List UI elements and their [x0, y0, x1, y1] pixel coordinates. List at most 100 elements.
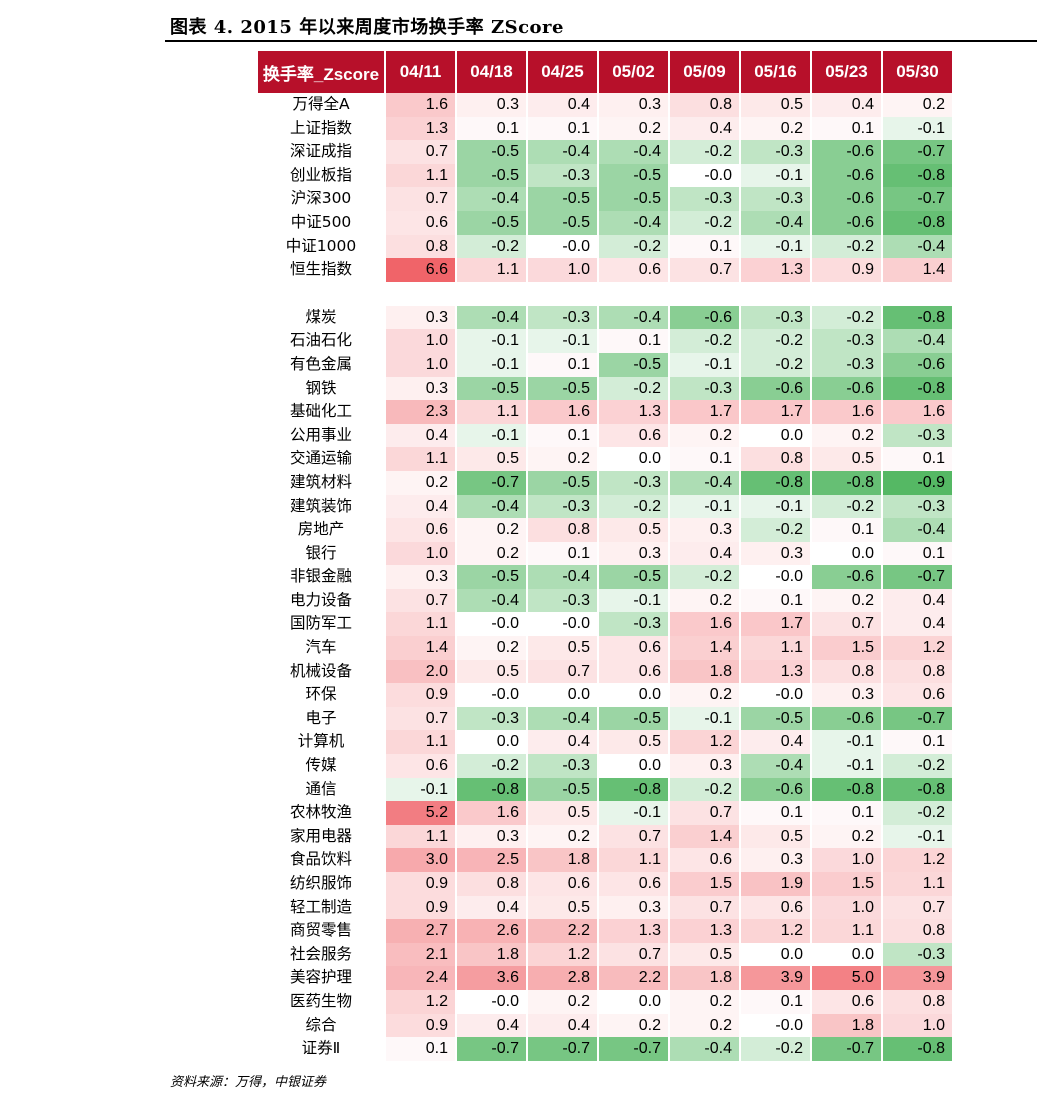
- heat-cell: 0.0: [457, 730, 526, 755]
- table-row: 家用电器 1.1 0.3 0.2 0.7 1.4 0.5 0.2 -0.1: [258, 824, 952, 849]
- heat-cell: 1.4: [670, 824, 739, 849]
- heat-cell: 1.0: [812, 848, 881, 872]
- heat-cell: -0.8: [741, 470, 810, 495]
- heat-cell: -0.2: [741, 1037, 810, 1061]
- row-label: 汽车: [305, 638, 337, 657]
- heat-cell: 1.2: [883, 636, 952, 660]
- heat-cell: 1.3: [599, 919, 668, 943]
- heat-cell: 3.6: [457, 966, 526, 990]
- heat-cell: -0.2: [599, 234, 668, 259]
- heat-cell: 1.2: [386, 989, 455, 1014]
- table-row: 公用事业 0.4 -0.1 0.1 0.6 0.2 0.0 0.2 -0.3: [258, 423, 952, 448]
- heat-cell: -0.5: [457, 210, 526, 235]
- heat-cell: 1.1: [457, 400, 526, 424]
- heat-cell: -0.9: [883, 470, 952, 495]
- heat-cell: -0.4: [741, 754, 810, 778]
- heat-cell: -0.3: [670, 187, 739, 211]
- heat-cell: -0.4: [670, 470, 739, 495]
- heat-cell: -0.2: [670, 329, 739, 353]
- heat-cell: -0.8: [883, 305, 952, 330]
- heat-cell: 3.0: [386, 848, 455, 872]
- table-row: 非银金融 0.3 -0.5 -0.4 -0.5 -0.2 -0.0 -0.6 -0.7: [258, 565, 952, 589]
- heat-cell: 0.4: [528, 730, 597, 755]
- heat-cell: -0.0: [741, 1013, 810, 1038]
- heat-cell: -0.0: [457, 989, 526, 1014]
- heat-cell: -0.4: [528, 706, 597, 731]
- table-row: 轻工制造 0.9 0.4 0.5 0.3 0.7 0.6 1.0 0.7: [258, 895, 952, 920]
- heat-cell: 1.1: [457, 258, 526, 282]
- heat-cell: 0.6: [599, 659, 668, 684]
- heat-cell: 0.2: [528, 824, 597, 849]
- table-row: 深证成指 0.7 -0.5 -0.4 -0.4 -0.2 -0.3 -0.6 -0.7: [258, 140, 952, 164]
- heat-cell: -0.5: [599, 187, 668, 211]
- heat-cell: -0.8: [883, 1037, 952, 1061]
- table-row: 中证1000 0.8 -0.2 -0.0 -0.2 0.1 -0.1 -0.2 -0.4: [258, 234, 952, 259]
- heat-cell: -0.0: [528, 234, 597, 259]
- heat-cell: -0.3: [457, 706, 526, 731]
- heat-cell: 1.0: [386, 541, 455, 566]
- heat-cell: -0.7: [883, 706, 952, 731]
- table-row: 建筑材料 0.2 -0.7 -0.5 -0.3 -0.4 -0.8 -0.8 -0.9: [258, 470, 952, 495]
- heat-cell: -0.6: [883, 352, 952, 377]
- row-label: 中证500: [290, 212, 352, 231]
- heat-cell: -0.5: [457, 565, 526, 589]
- heat-cell: -0.4: [599, 140, 668, 164]
- row-label: 家用电器: [289, 826, 352, 845]
- heat-cell: -0.3: [883, 423, 952, 448]
- heat-cell: -0.1: [741, 234, 810, 259]
- heat-cell: 0.8: [457, 872, 526, 896]
- heat-cell: 1.2: [670, 730, 739, 755]
- heat-cell: -0.2: [741, 352, 810, 377]
- row-label: 基础化工: [289, 402, 352, 421]
- heat-cell: -0.7: [883, 565, 952, 589]
- heat-cell: 1.8: [670, 966, 739, 990]
- row-label: 交通运输: [289, 449, 352, 468]
- heat-cell: 0.5: [599, 730, 668, 755]
- heat-cell: -0.6: [812, 376, 881, 401]
- table-row: 创业板指 1.1 -0.5 -0.3 -0.5 -0.0 -0.1 -0.6 -0.8: [258, 163, 952, 188]
- header-row: 换手率_Zscore 04/11 04/18 04/25 05/02 05/09…: [258, 51, 952, 93]
- heat-cell: 3.9: [741, 966, 810, 990]
- heat-cell: -0.5: [741, 706, 810, 731]
- heat-cell: -0.6: [741, 777, 810, 802]
- heat-cell: 0.2: [457, 636, 526, 660]
- heat-cell: -0.5: [528, 777, 597, 802]
- heat-cell: -0.1: [670, 494, 739, 519]
- table-row: 万得全A 1.6 0.3 0.4 0.3 0.8 0.5 0.4 0.2: [258, 93, 952, 117]
- heat-cell: 0.4: [670, 116, 739, 141]
- heat-cell: 1.4: [386, 636, 455, 660]
- heatmap-table: 换手率_Zscore 04/11 04/18 04/25 05/02 05/09…: [256, 51, 954, 1061]
- heat-cell: 0.2: [670, 423, 739, 448]
- heat-cell: 0.5: [812, 447, 881, 471]
- heat-cell: 1.8: [457, 942, 526, 967]
- heat-cell: -0.4: [457, 187, 526, 211]
- table-row: 电力设备 0.7 -0.4 -0.3 -0.1 0.2 0.1 0.2 0.4: [258, 588, 952, 613]
- row-label: 沪深300: [290, 189, 352, 208]
- table-row: 商贸零售 2.7 2.6 2.2 1.3 1.3 1.2 1.1 0.8: [258, 919, 952, 943]
- table-row: 环保 0.9 -0.0 0.0 0.0 0.2 -0.0 0.3 0.6: [258, 683, 952, 707]
- row-label: 综合: [305, 1015, 337, 1034]
- heat-cell: 0.6: [670, 848, 739, 872]
- heat-cell: 0.9: [386, 683, 455, 707]
- heat-cell: 0.3: [599, 541, 668, 566]
- heat-cell: 0.1: [883, 447, 952, 471]
- heat-cell: 1.6: [812, 400, 881, 424]
- heat-cell: -0.1: [741, 494, 810, 519]
- table-row: 基础化工 2.3 1.1 1.6 1.3 1.7 1.7 1.6 1.6: [258, 400, 952, 424]
- heat-cell: 0.1: [812, 518, 881, 542]
- heat-cell: -0.7: [599, 1037, 668, 1061]
- heat-cell: 0.2: [812, 423, 881, 448]
- heat-cell: -0.2: [812, 494, 881, 519]
- row-label: 创业板指: [289, 165, 352, 184]
- heat-cell: -0.2: [457, 234, 526, 259]
- table-row: 房地产 0.6 0.2 0.8 0.5 0.3 -0.2 0.1 -0.4: [258, 518, 952, 542]
- heat-cell: 0.9: [386, 895, 455, 920]
- heat-cell: 1.0: [812, 895, 881, 920]
- heat-cell: 0.4: [812, 93, 881, 117]
- heat-cell: -0.4: [457, 305, 526, 330]
- heat-cell: -0.6: [812, 187, 881, 211]
- heat-cell: 0.6: [528, 872, 597, 896]
- heat-cell: 1.0: [386, 352, 455, 377]
- heat-cell: 1.1: [599, 848, 668, 872]
- heat-cell: -0.4: [599, 305, 668, 330]
